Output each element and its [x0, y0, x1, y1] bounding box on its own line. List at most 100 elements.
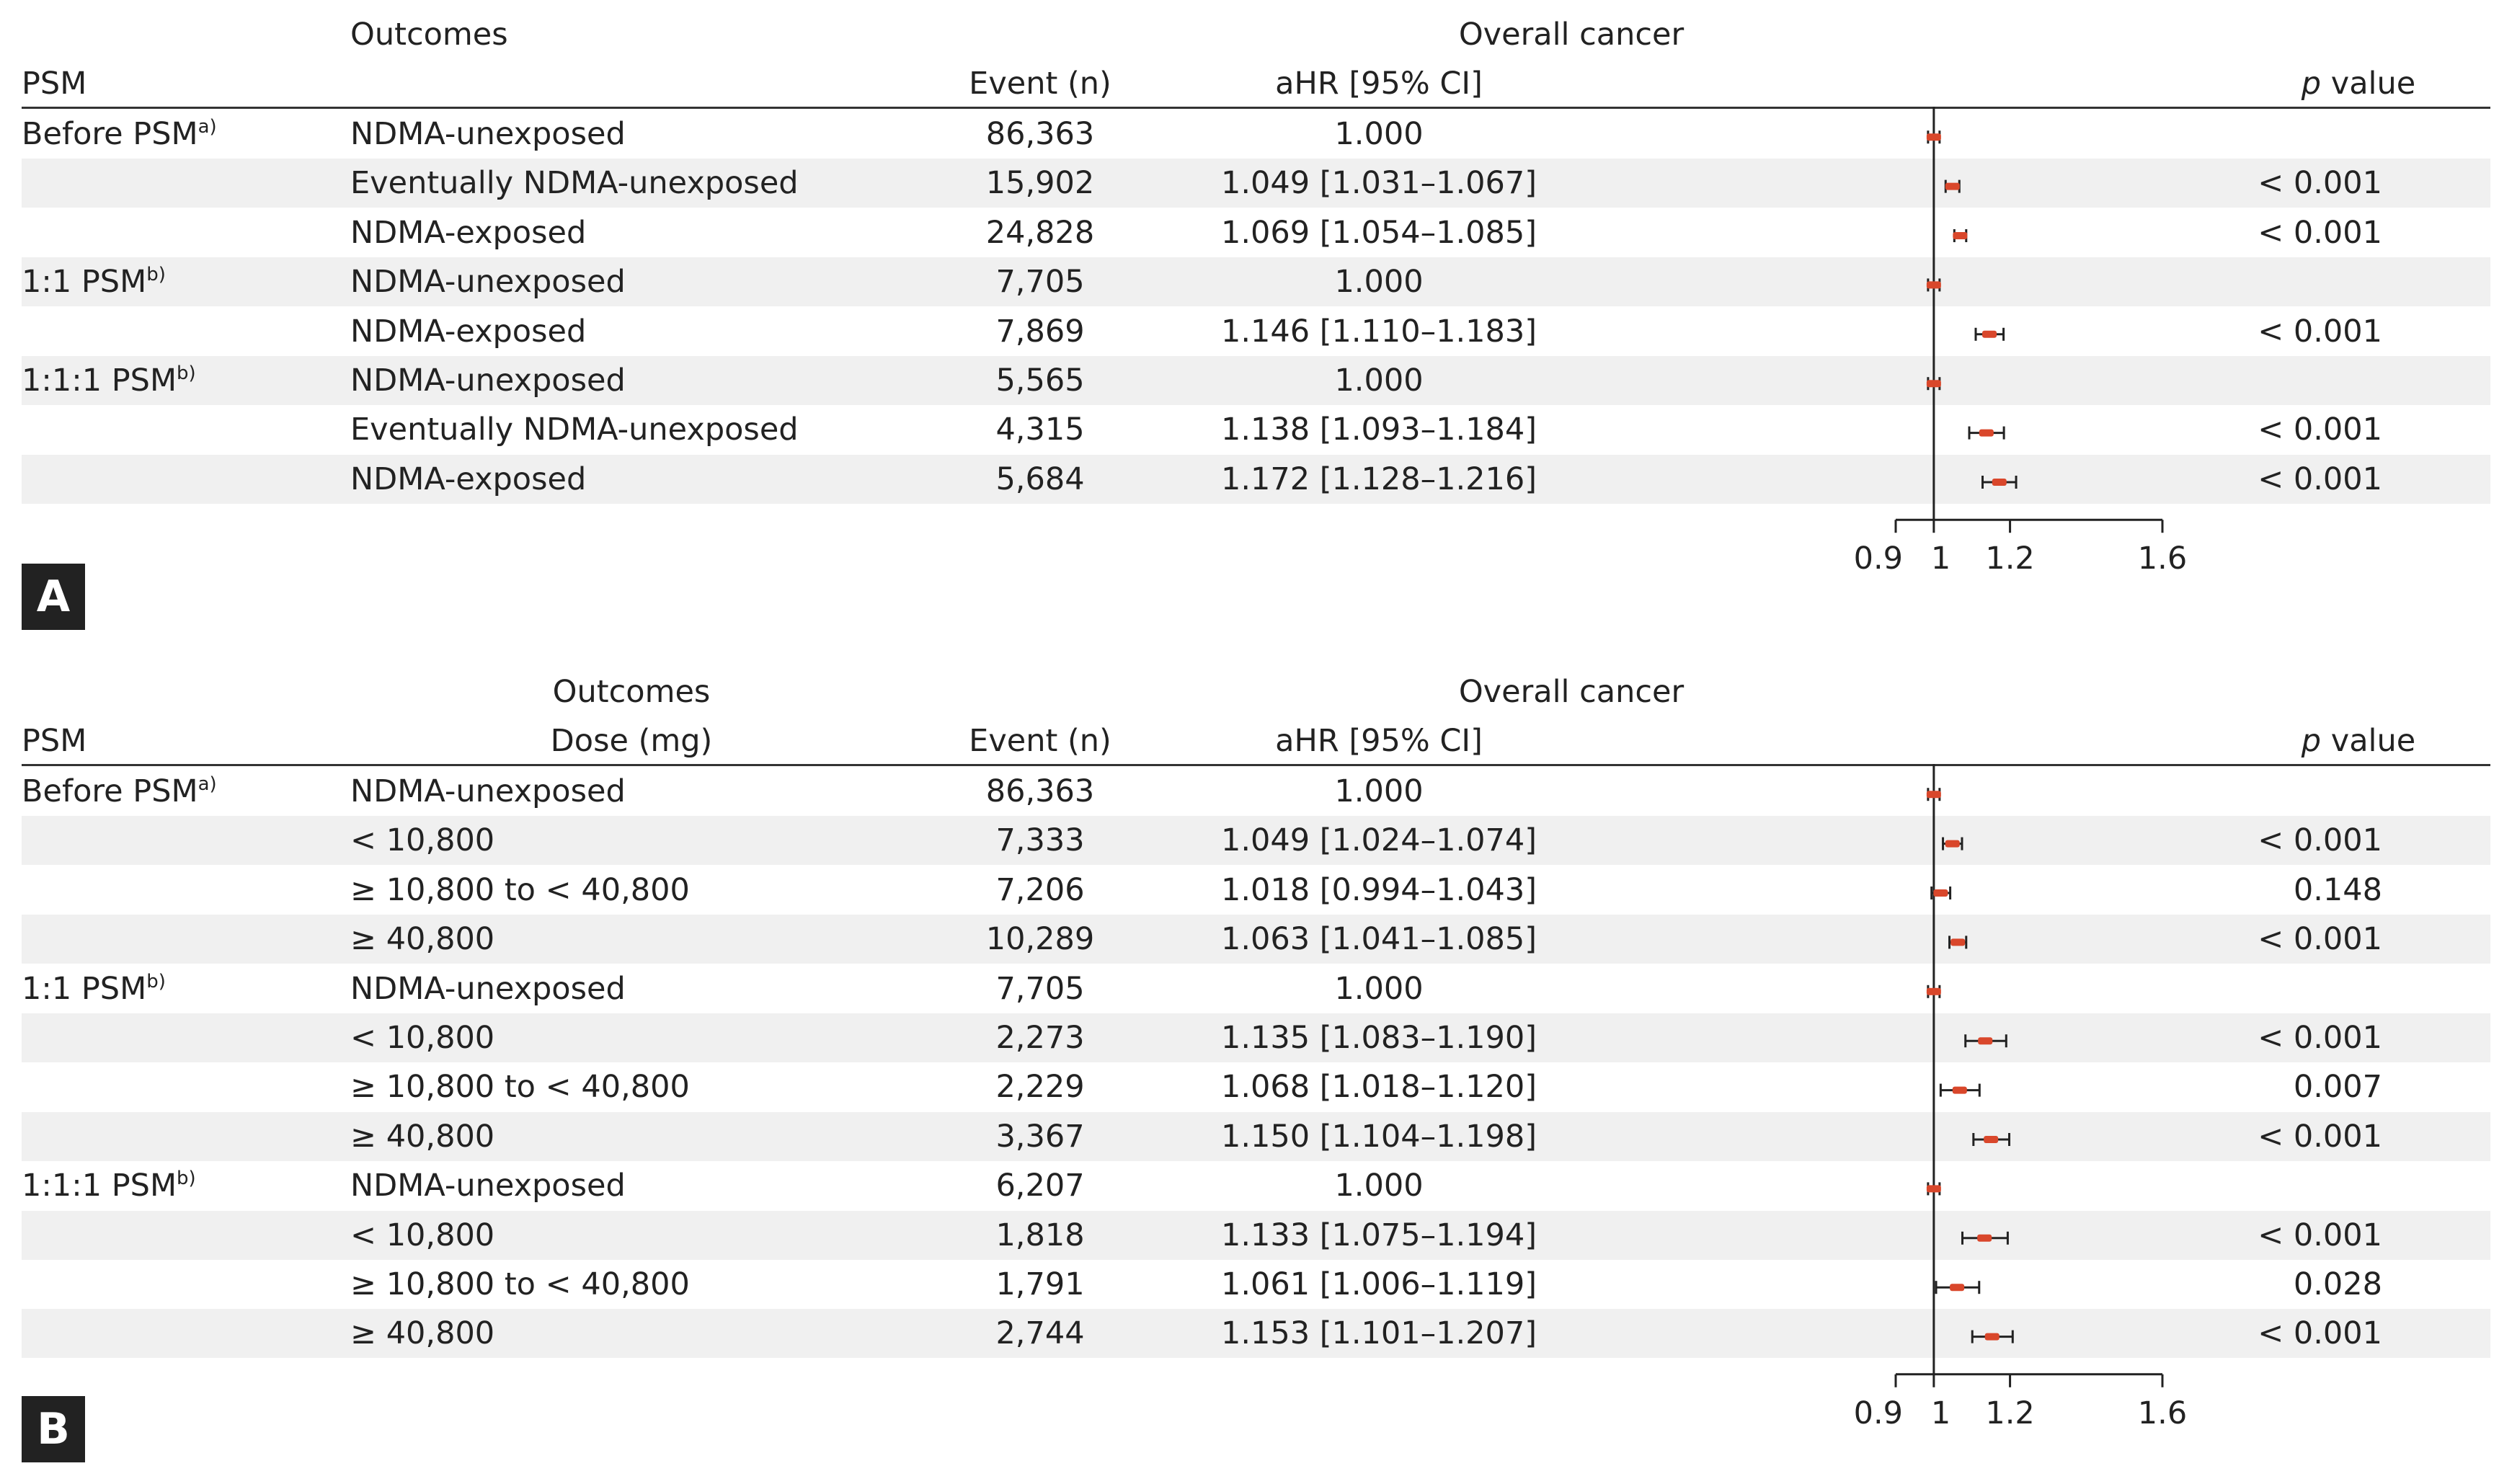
- event-count: 2,229: [995, 1069, 1085, 1106]
- ahr-ci: 1.049 [1.031–1.067]: [1220, 165, 1537, 202]
- ahr-ci: 1.049 [1.024–1.074]: [1220, 822, 1537, 859]
- row-band: [22, 1309, 2490, 1359]
- event-count: 5,684: [995, 461, 1085, 497]
- point-estimate: [1984, 1333, 2000, 1341]
- row-band: [22, 159, 2490, 208]
- outcome-label: Eventually NDMA-unexposed: [350, 412, 799, 448]
- point-estimate: [1982, 330, 1997, 338]
- header-p-value: p value: [2302, 716, 2415, 765]
- outcome-label: NDMA-exposed: [350, 313, 587, 350]
- psm-group-label: Before PSMa): [22, 767, 217, 816]
- ahr-ci: 1.153 [1.101–1.207]: [1220, 1315, 1537, 1352]
- footnote-marker: a): [198, 773, 217, 795]
- p-value: < 0.001: [2258, 1217, 2382, 1253]
- panel-b: Outcomes Overall cancer PSM Dose (mg) Ev…: [0, 657, 2512, 1484]
- ahr-ci: 1.150 [1.104–1.198]: [1220, 1118, 1537, 1155]
- outcome-label: NDMA-unexposed: [350, 970, 626, 1007]
- psm-group-text: 1:1 PSM: [22, 264, 147, 301]
- x-tick-label: 1.6: [2138, 541, 2187, 577]
- outcome-label: ≥ 10,800 to < 40,800: [350, 1069, 690, 1106]
- event-count: 2,744: [995, 1315, 1085, 1352]
- forest-plot: 0.9 1 1.2 1.6: [1854, 764, 2187, 1431]
- event-count: 86,363: [985, 773, 1095, 809]
- p-value: < 0.001: [2258, 1315, 2382, 1352]
- outcome-label: NDMA-unexposed: [350, 264, 626, 301]
- psm-group-label: 1:1 PSMb): [22, 257, 166, 306]
- outcome-label: NDMA-exposed: [350, 214, 587, 251]
- p-italic: p: [2301, 66, 2322, 102]
- point-estimate: [1952, 1086, 1967, 1094]
- event-count: 1,791: [995, 1266, 1085, 1302]
- event-count: 7,869: [995, 313, 1085, 350]
- outcome-label: ≥ 40,800: [350, 921, 495, 958]
- outcome-label: < 10,800: [350, 1020, 495, 1056]
- header-event: Event (n): [969, 66, 1111, 102]
- point-estimate: [1950, 938, 1966, 946]
- p-value: < 0.001: [2258, 1020, 2382, 1056]
- event-count: 7,206: [995, 871, 1085, 908]
- psm-group-label: 1:1:1 PSMb): [22, 1161, 196, 1210]
- outcome-label: < 10,800: [350, 822, 495, 859]
- p-value: < 0.001: [2258, 214, 2382, 251]
- p-value: < 0.001: [2258, 921, 2382, 958]
- panel-tag: A: [22, 564, 85, 630]
- ahr-ci: 1.069 [1.054–1.085]: [1220, 214, 1537, 251]
- p-rest: value: [2321, 723, 2416, 759]
- header-p-value: p value: [2302, 59, 2415, 108]
- p-value: < 0.001: [2258, 461, 2382, 497]
- header-rule: [22, 764, 2490, 766]
- header-overall-cancer: Overall cancer: [1458, 17, 1685, 53]
- ahr-ci: 1.000: [1334, 116, 1424, 152]
- header-event: Event (n): [969, 723, 1111, 759]
- event-count: 24,828: [985, 214, 1095, 251]
- ahr-ci: 1.146 [1.110–1.183]: [1220, 313, 1537, 350]
- footnote-marker: a): [198, 116, 217, 138]
- ahr-ci: 1.000: [1334, 264, 1424, 301]
- psm-group-label: Before PSMa): [22, 110, 217, 159]
- psm-group-text: 1:1:1 PSM: [22, 363, 177, 399]
- footnote-marker: b): [146, 970, 166, 992]
- x-tick-label: 1.2: [1985, 541, 2034, 577]
- ahr-ci: 1.061 [1.006–1.119]: [1220, 1266, 1537, 1302]
- point-estimate: [1926, 987, 1941, 995]
- x-tick-label: 0.9: [1854, 1395, 1903, 1431]
- event-count: 7,705: [995, 264, 1085, 301]
- ahr-ci: 1.000: [1334, 363, 1424, 399]
- p-value: < 0.001: [2258, 165, 2382, 202]
- header-rule: [22, 107, 2490, 109]
- outcome-label: NDMA-unexposed: [350, 773, 626, 809]
- row-band: [22, 257, 2490, 307]
- event-count: 6,207: [995, 1168, 1085, 1204]
- event-count: 7,333: [995, 822, 1085, 859]
- p-value: 0.148: [2293, 871, 2382, 908]
- event-count: 5,565: [995, 363, 1085, 399]
- outcome-label: NDMA-unexposed: [350, 363, 626, 399]
- point-estimate: [1945, 182, 1960, 190]
- ahr-ci: 1.000: [1334, 970, 1424, 1007]
- header-dose: Dose (mg): [550, 723, 713, 759]
- psm-group-text: Before PSM: [22, 773, 198, 809]
- point-estimate: [1945, 840, 1960, 848]
- outcome-label: < 10,800: [350, 1217, 495, 1253]
- outcome-label: Eventually NDMA-unexposed: [350, 165, 799, 202]
- ahr-ci: 1.133 [1.075–1.194]: [1220, 1217, 1537, 1253]
- point-estimate: [1926, 1185, 1941, 1193]
- point-estimate: [1926, 133, 1941, 141]
- header-outcomes: Outcomes: [350, 17, 508, 53]
- point-estimate: [1926, 281, 1941, 289]
- footnote-marker: b): [146, 264, 166, 286]
- footnote-marker: b): [177, 363, 196, 384]
- p-value: < 0.001: [2258, 1118, 2382, 1155]
- p-value: < 0.001: [2258, 412, 2382, 448]
- row-band: [22, 1210, 2490, 1260]
- row-band: [22, 454, 2490, 504]
- psm-group-text: Before PSM: [22, 116, 198, 152]
- ahr-ci: 1.000: [1334, 1168, 1424, 1204]
- point-estimate: [1984, 1136, 1999, 1143]
- point-estimate: [1977, 1234, 1992, 1242]
- point-estimate: [1979, 429, 1994, 437]
- outcome-label: ≥ 10,800 to < 40,800: [350, 871, 690, 908]
- outcome-label: ≥ 10,800 to < 40,800: [350, 1266, 690, 1302]
- header-overall-cancer: Overall cancer: [1458, 674, 1685, 710]
- row-band: [22, 356, 2490, 405]
